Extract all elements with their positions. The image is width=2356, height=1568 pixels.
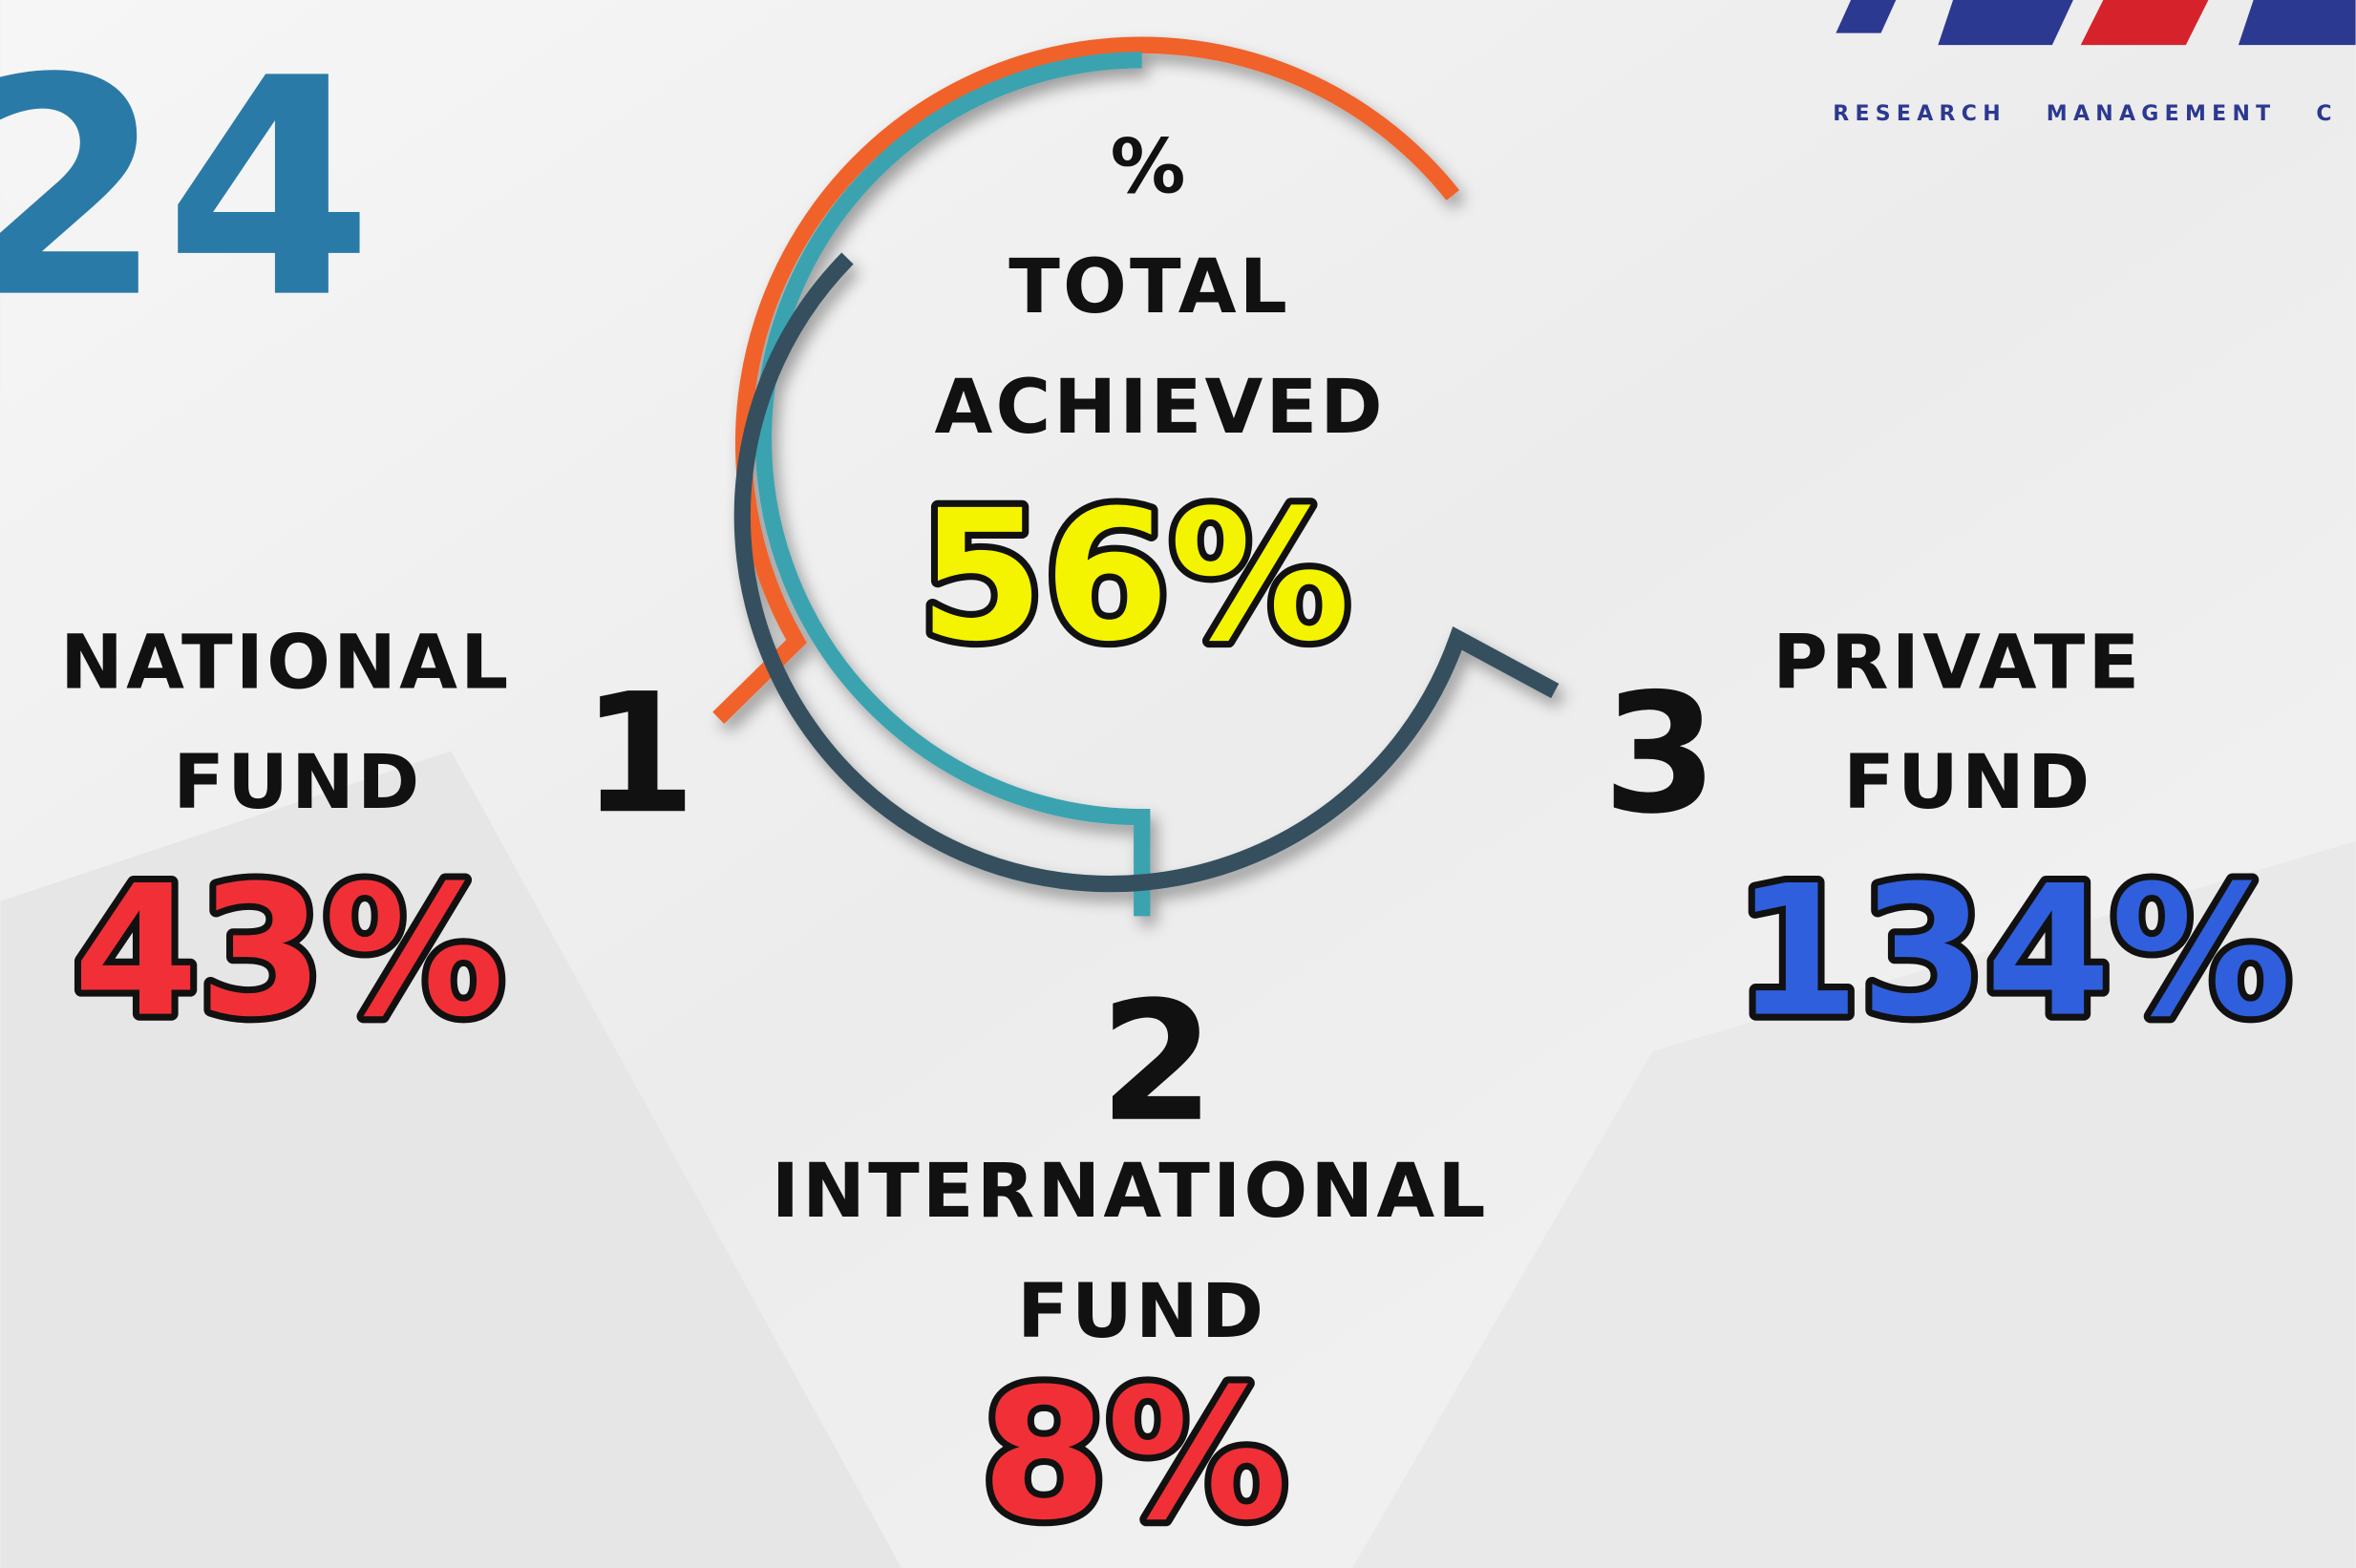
- year: 24: [0, 15, 373, 365]
- total-label: TOTAL: [1008, 243, 1290, 330]
- logo-mark: [2080, 0, 2209, 46]
- fund-value: 8%: [982, 1350, 1287, 1560]
- fund-label: PRIVATE: [1772, 618, 2142, 706]
- fund-number: 1: [582, 657, 696, 850]
- fund-number: 2: [1099, 965, 1214, 1158]
- total-value: 56%: [919, 471, 1350, 681]
- logo-tagline: RESEARCH MANAGEMENT C: [1833, 102, 2338, 126]
- fund-value: 43%: [74, 847, 505, 1057]
- bg-shape: [0, 751, 902, 1568]
- logo-mark: [1938, 0, 2073, 46]
- fund-label: FUND: [1017, 1267, 1266, 1355]
- fund-label: NATIONAL: [60, 618, 511, 706]
- bg-shape: [1351, 840, 2356, 1568]
- logo-mark: [2238, 0, 2356, 46]
- ring-teal: [754, 52, 1151, 917]
- total-symbol: %: [1111, 122, 1189, 210]
- fund-label: FUND: [173, 738, 422, 826]
- fund-value: 134%: [1734, 847, 2291, 1057]
- logo-mark: [1836, 0, 1897, 33]
- rings: [712, 36, 1560, 917]
- fund-label: INTERNATIONAL: [772, 1147, 1489, 1235]
- total-label: ACHIEVED: [934, 363, 1385, 451]
- fund-number: 3: [1603, 657, 1717, 850]
- logo: RESEARCH MANAGEMENT C: [1833, 0, 2356, 126]
- fund-label: FUND: [1843, 738, 2092, 826]
- ring-slate: [733, 252, 1560, 893]
